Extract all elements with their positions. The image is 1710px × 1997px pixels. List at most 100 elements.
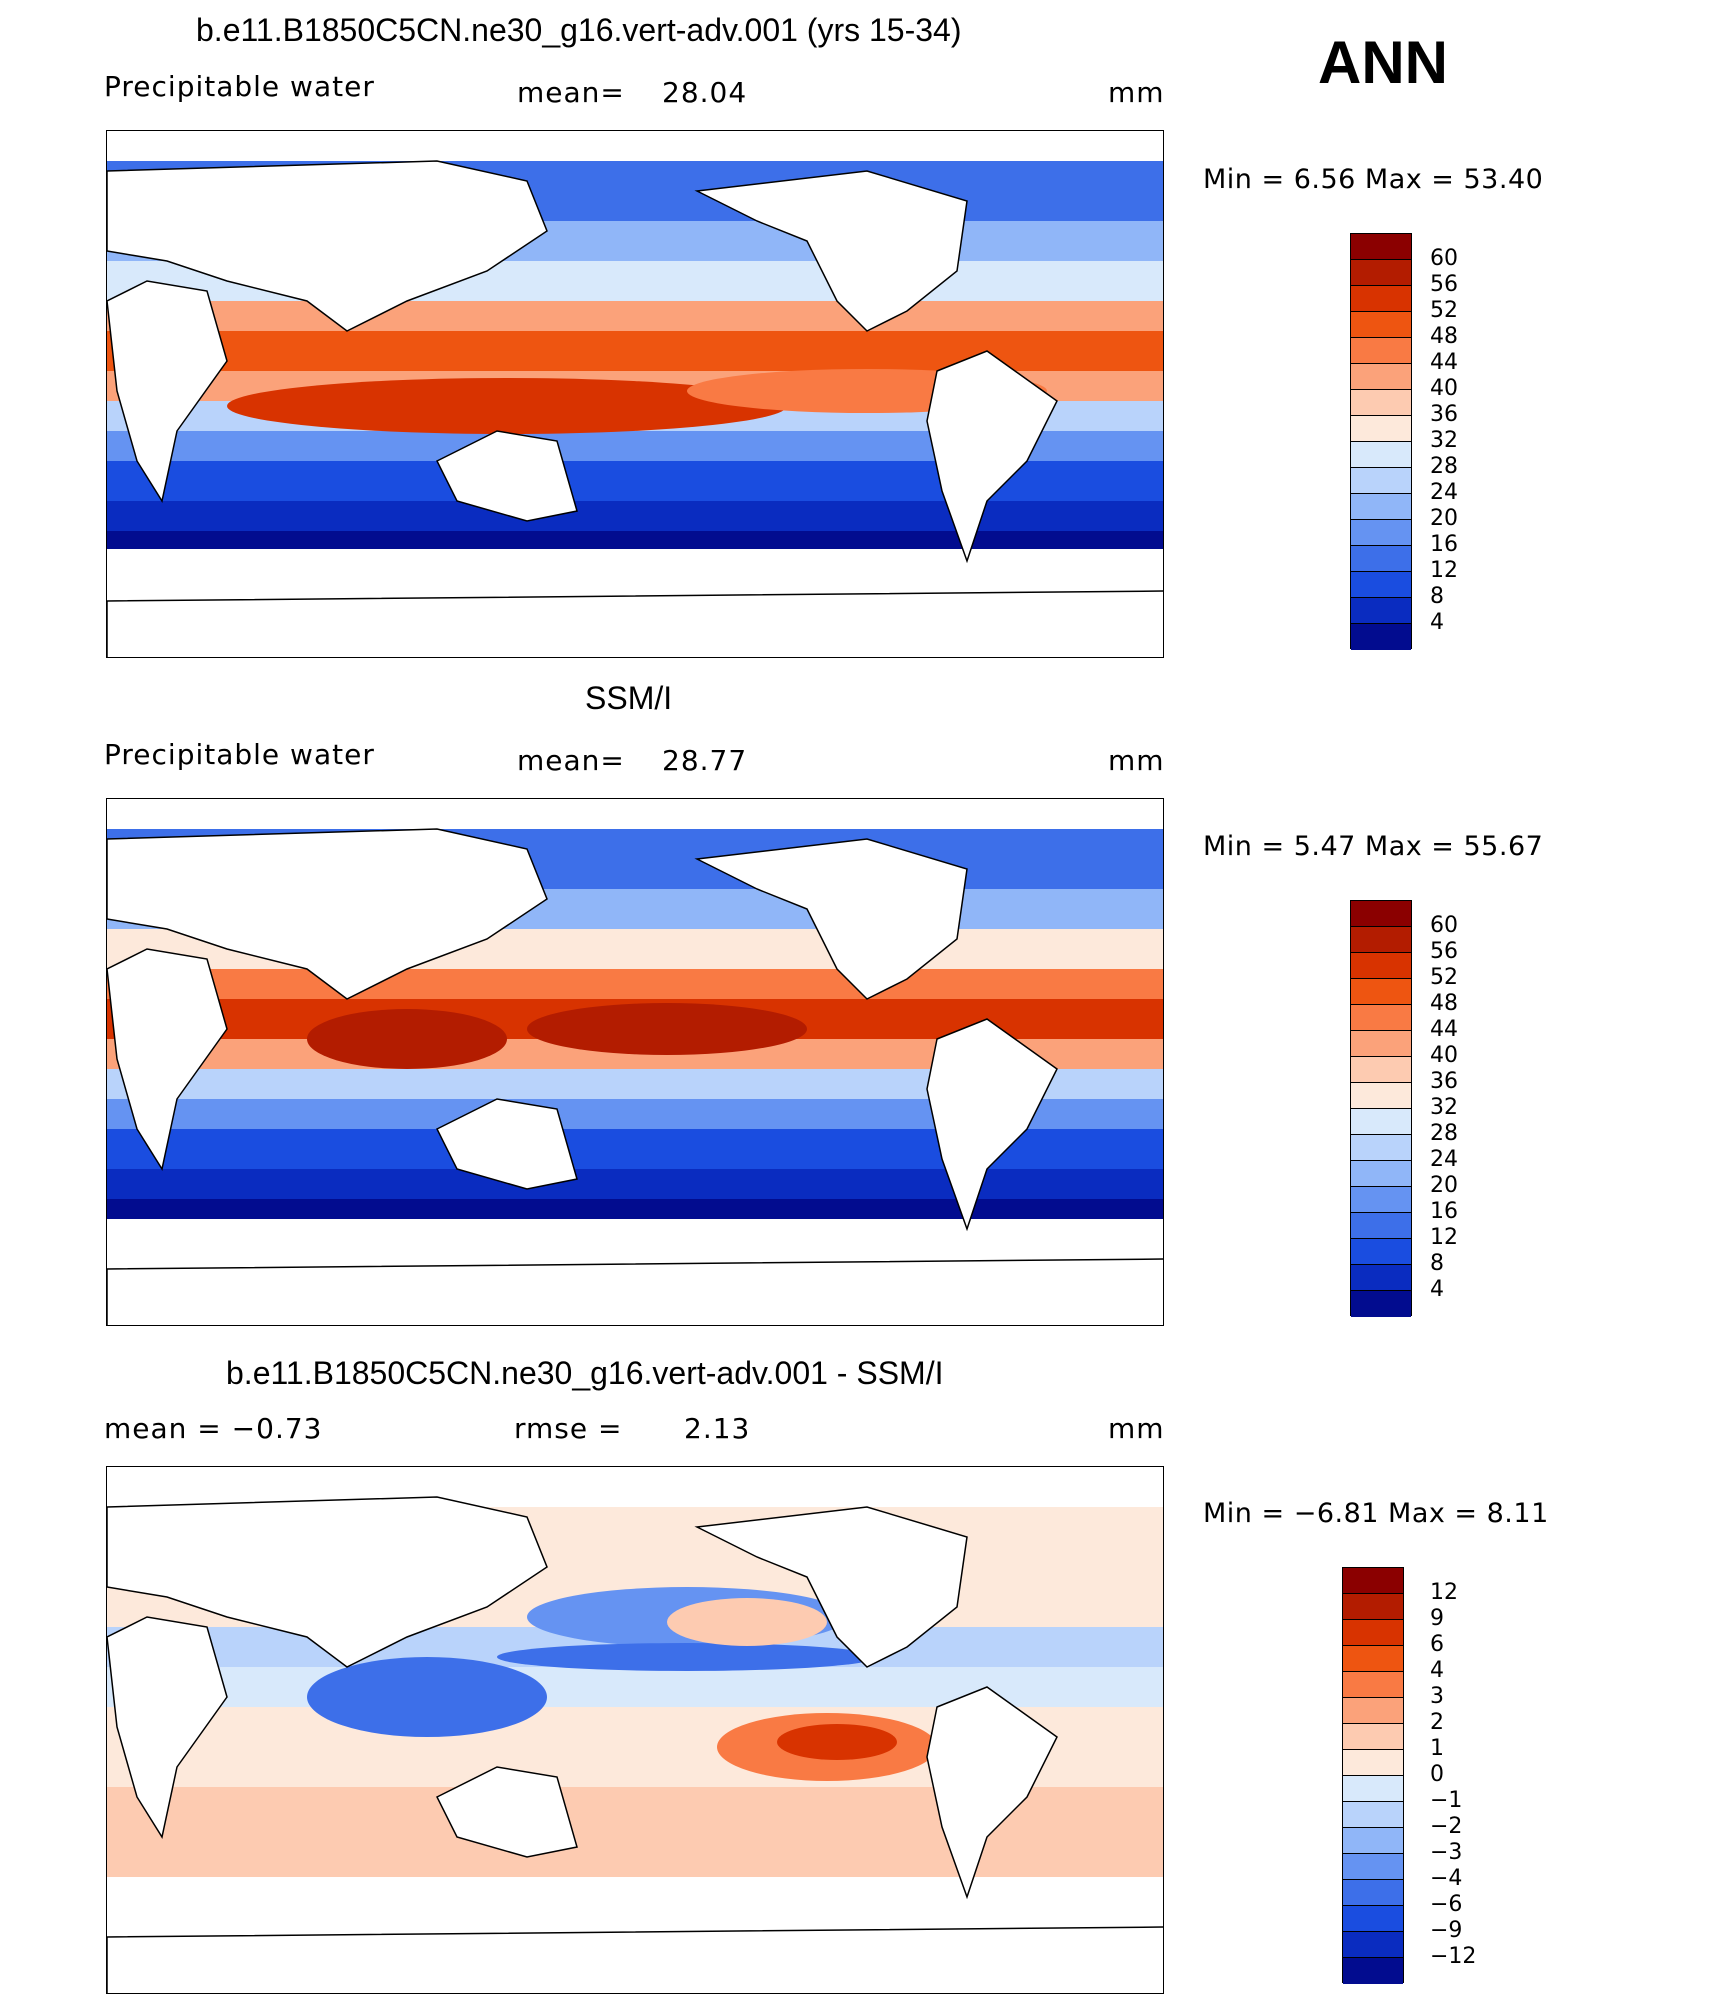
colorbar-segment [1343, 1620, 1403, 1646]
colorbar-segment [1343, 1880, 1403, 1906]
colorbar-tick-label: 28 [1430, 454, 1458, 479]
colorbar-segment [1351, 390, 1411, 416]
colorbar-tick-label: 24 [1430, 1147, 1458, 1172]
panel-3-mean-text: mean = −0.73 [104, 1412, 323, 1445]
colorbar-segment [1351, 1135, 1411, 1161]
colorbar-tick-label: 4 [1430, 610, 1444, 635]
colorbar-segment [1351, 442, 1411, 468]
colorbar-segment [1351, 286, 1411, 312]
panel-3-colorbar [1342, 1567, 1404, 1984]
panel-1-colorbar [1350, 233, 1412, 650]
colorbar-tick-label: 40 [1430, 376, 1458, 401]
panel-2-mean-label: mean= [517, 744, 625, 777]
panel-3-map [106, 1466, 1164, 1994]
panel-2-variable-label: Precipitable water [104, 738, 375, 771]
colorbar-tick-label: 32 [1430, 428, 1458, 453]
colorbar-segment [1343, 1906, 1403, 1932]
colorbar-tick-label: 44 [1430, 1017, 1458, 1042]
colorbar-segment [1351, 624, 1411, 650]
colorbar-segment [1343, 1646, 1403, 1672]
colorbar-segment [1351, 364, 1411, 390]
colorbar-tick-label: 12 [1430, 1580, 1458, 1605]
colorbar-tick-label: 9 [1430, 1606, 1444, 1631]
colorbar-segment [1351, 416, 1411, 442]
panel-2-colorbar [1350, 900, 1412, 1317]
panel-2-continents [107, 828, 1163, 1325]
panel-3-rmse-value: 2.13 [684, 1412, 751, 1445]
colorbar-segment [1351, 598, 1411, 624]
colorbar-tick-label: 24 [1430, 480, 1458, 505]
colorbar-tick-label: 12 [1430, 1225, 1458, 1250]
colorbar-segment [1351, 260, 1411, 286]
colorbar-segment [1343, 1958, 1403, 1984]
colorbar-segment [1351, 1265, 1411, 1291]
panel-3-min-max: Min = −6.81 Max = 8.11 [1203, 1498, 1549, 1529]
colorbar-tick-label: 16 [1430, 532, 1458, 557]
colorbar-segment [1351, 520, 1411, 546]
panel-1-units: mm [1108, 76, 1165, 109]
colorbar-tick-label: 4 [1430, 1277, 1444, 1302]
colorbar-segment [1343, 1594, 1403, 1620]
colorbar-segment [1351, 1083, 1411, 1109]
colorbar-tick-label: 2 [1430, 1710, 1444, 1735]
panel-2-mean-value: 28.77 [662, 744, 748, 777]
colorbar-tick-label: 16 [1430, 1199, 1458, 1224]
colorbar-segment [1351, 1109, 1411, 1135]
colorbar-segment [1343, 1802, 1403, 1828]
colorbar-segment [1351, 1291, 1411, 1317]
panel-3-title: b.e11.B1850C5CN.ne30_g16.vert-adv.001 - … [226, 1355, 944, 1391]
colorbar-segment [1343, 1750, 1403, 1776]
colorbar-segment [1343, 1698, 1403, 1724]
colorbar-tick-label: 48 [1430, 324, 1458, 349]
colorbar-tick-label: 52 [1430, 298, 1458, 323]
colorbar-tick-label: 56 [1430, 939, 1458, 964]
colorbar-tick-label: −6 [1430, 1892, 1463, 1917]
colorbar-segment [1343, 1724, 1403, 1750]
panel-2-title: SSM/I [585, 680, 673, 716]
panel-2-map [106, 798, 1164, 1326]
colorbar-tick-label: 48 [1430, 991, 1458, 1016]
colorbar-tick-label: −12 [1430, 1944, 1477, 1969]
colorbar-tick-label: 20 [1430, 506, 1458, 531]
colorbar-tick-label: 12 [1430, 558, 1458, 583]
colorbar-segment [1351, 1031, 1411, 1057]
colorbar-segment [1351, 312, 1411, 338]
colorbar-segment [1351, 901, 1411, 927]
colorbar-tick-label: −9 [1430, 1918, 1463, 1943]
colorbar-tick-label: 6 [1430, 1632, 1444, 1657]
colorbar-tick-label: 40 [1430, 1043, 1458, 1068]
colorbar-segment [1351, 1005, 1411, 1031]
colorbar-segment [1351, 927, 1411, 953]
colorbar-tick-label: 60 [1430, 913, 1458, 938]
colorbar-tick-label: 4 [1430, 1658, 1444, 1683]
panel-2-min-max: Min = 5.47 Max = 55.67 [1203, 831, 1544, 862]
colorbar-segment [1351, 1213, 1411, 1239]
colorbar-tick-label: 0 [1430, 1762, 1444, 1787]
panel-1-continents [107, 160, 1163, 657]
panel-1-title: b.e11.B1850C5CN.ne30_g16.vert-adv.001 (y… [196, 12, 962, 48]
panel-1-map [106, 130, 1164, 658]
colorbar-tick-label: 3 [1430, 1684, 1444, 1709]
colorbar-tick-label: 52 [1430, 965, 1458, 990]
panel-3-units: mm [1108, 1412, 1165, 1445]
colorbar-segment [1343, 1568, 1403, 1594]
colorbar-segment [1351, 979, 1411, 1005]
colorbar-segment [1351, 1187, 1411, 1213]
colorbar-tick-label: 8 [1430, 1251, 1444, 1276]
colorbar-tick-label: −2 [1430, 1814, 1463, 1839]
colorbar-tick-label: 44 [1430, 350, 1458, 375]
panel-1-mean-value: 28.04 [662, 76, 748, 109]
colorbar-tick-label: 20 [1430, 1173, 1458, 1198]
panel-3-continents [107, 1496, 1163, 1993]
colorbar-tick-label: 28 [1430, 1121, 1458, 1146]
colorbar-segment [1343, 1828, 1403, 1854]
colorbar-segment [1343, 1776, 1403, 1802]
colorbar-segment [1351, 338, 1411, 364]
colorbar-tick-label: −4 [1430, 1866, 1463, 1891]
colorbar-tick-label: 8 [1430, 584, 1444, 609]
colorbar-segment [1351, 1057, 1411, 1083]
panel-1-min-max: Min = 6.56 Max = 53.40 [1203, 164, 1544, 195]
colorbar-tick-label: 56 [1430, 272, 1458, 297]
colorbar-segment [1351, 234, 1411, 260]
panel-3-rmse-label: rmse = [514, 1412, 623, 1445]
